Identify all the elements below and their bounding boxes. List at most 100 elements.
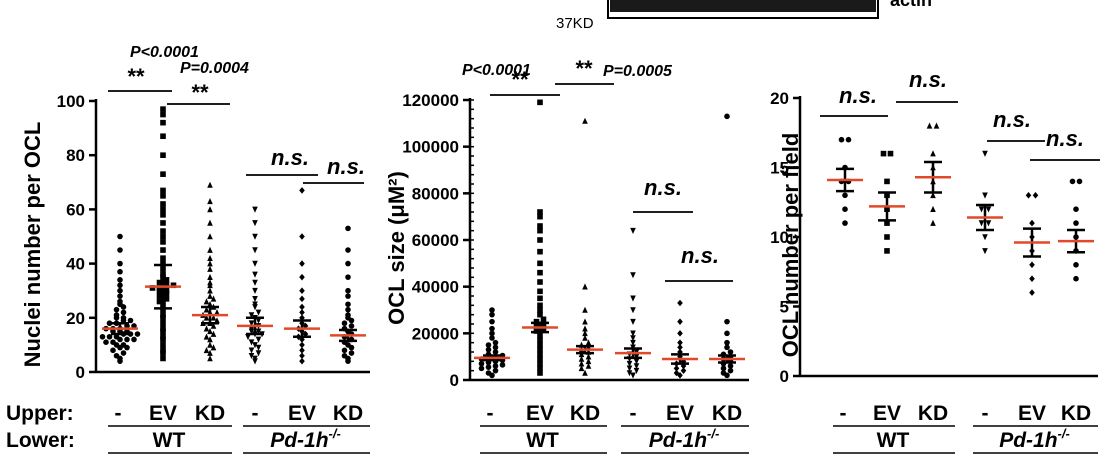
data-point [160,347,166,354]
data-point [299,357,305,365]
data-point [252,271,258,278]
data-point [633,358,640,365]
data-point [252,355,258,362]
data-point [1025,192,1032,199]
data-point [1032,192,1039,199]
data-point [299,303,305,311]
data-point [345,260,351,267]
data-point [982,248,988,255]
category-label: - [252,402,259,425]
category-label: EV [149,402,177,425]
chart-panel-1: 0 20 40 60 80 100 Nuclei number per OCL P<0.000… [20,44,370,454]
data-point [120,342,127,348]
data-point [485,370,492,376]
data-point [720,370,727,376]
blot-size-label: 37KD [556,15,594,32]
significance-label: n.s. [327,154,365,179]
data-point [203,298,210,305]
data-point [537,288,543,295]
data-point [160,233,166,240]
data-point [110,339,116,345]
data-point [985,206,992,213]
data-point [203,314,210,321]
data-point [117,298,123,305]
data-point [160,187,166,194]
data-point [203,333,210,340]
data-point [673,369,680,377]
data-point [492,344,499,351]
data-point [630,339,636,346]
data-point [537,237,543,243]
data-point [160,106,166,112]
data-point [582,318,588,325]
data-point [626,370,633,377]
data-point [160,320,166,327]
category-label: - [630,402,637,425]
data-point [724,113,730,120]
data-point [1029,219,1035,227]
data-point [630,372,636,379]
data-point [537,223,543,229]
data-point [630,227,636,234]
significance-label: P<0.0001 [462,62,531,79]
significance-label: n.s. [993,107,1031,132]
data-point [478,360,485,367]
data-point [248,347,255,354]
data-point [1073,220,1079,226]
data-point [207,349,213,356]
data-point [113,306,120,313]
data-point [345,225,351,232]
data-point [214,317,220,324]
data-point [585,339,592,346]
group-label-pd-main: Pd-1h [649,429,707,452]
data-point [252,342,258,349]
data-point [1076,178,1083,185]
data-point [207,197,213,205]
y-tick-label: 60000 [412,231,459,250]
data-point [489,318,495,325]
data-point [633,363,640,370]
data-point [537,356,543,362]
data-point [724,330,730,337]
data-point [245,333,251,341]
data-point [160,247,166,253]
data-point [248,339,255,346]
data-point [345,274,351,280]
data-point [248,312,255,319]
data-point [540,316,547,323]
data-point [887,150,894,157]
data-point [299,233,305,240]
data-point [160,201,166,207]
data-point [930,205,936,212]
data-point [489,325,495,332]
data-point [120,350,127,356]
data-point [255,309,262,316]
data-point [124,336,130,343]
data-point [720,365,727,372]
data-point [252,279,258,286]
data-point [1029,289,1035,296]
data-point [585,358,592,365]
data-point [982,192,988,199]
data-point [585,353,592,360]
data-point [163,296,170,302]
data-point [345,247,351,253]
data-point [110,347,116,354]
point-group-6 [720,113,734,379]
chart-panel-3: 0 5 10 15 20 OCL number per field n.s. n.s. n.s.… [770,67,1100,454]
data-point [124,323,130,329]
data-point [489,307,495,313]
significance-label: n.s. [909,67,947,92]
data-point [537,260,543,267]
data-point [537,279,543,285]
lower-row-label: Lower: [6,429,75,452]
data-point [255,328,262,335]
category-label: KD [195,402,225,425]
data-point [131,336,137,343]
data-point [207,246,213,253]
data-point [537,342,543,348]
data-point [492,367,499,374]
data-point [252,233,258,240]
